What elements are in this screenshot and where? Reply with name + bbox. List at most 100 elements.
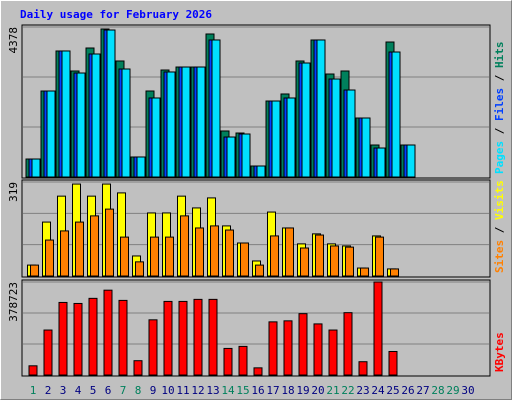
x-tick-label: 27 bbox=[416, 384, 429, 397]
legend-entry: Sites bbox=[493, 240, 506, 273]
bar bbox=[91, 53, 101, 178]
x-tick-label: 14 bbox=[221, 384, 235, 397]
bar bbox=[238, 345, 248, 376]
bar bbox=[46, 90, 56, 178]
bar bbox=[148, 319, 158, 376]
bar bbox=[73, 302, 83, 376]
bar bbox=[31, 158, 41, 178]
bar bbox=[255, 264, 264, 277]
bar bbox=[88, 297, 98, 376]
bar bbox=[105, 208, 114, 277]
legend-entry: Hits bbox=[493, 42, 506, 69]
x-tick-label: 26 bbox=[401, 384, 414, 397]
legend: Pages / Files / Hits bbox=[493, 42, 506, 175]
x-tick-label: 21 bbox=[326, 384, 339, 397]
bar bbox=[406, 144, 416, 178]
bar bbox=[61, 50, 71, 178]
bar bbox=[313, 323, 323, 376]
bar bbox=[256, 165, 266, 178]
x-tick-label: 10 bbox=[161, 384, 174, 397]
x-tick-label: 9 bbox=[150, 384, 157, 397]
bar bbox=[163, 300, 173, 376]
x-tick-label: 11 bbox=[176, 384, 189, 397]
x-tick-label: 22 bbox=[341, 384, 354, 397]
bar bbox=[268, 321, 278, 376]
x-tick-label: 7 bbox=[120, 384, 127, 397]
bar bbox=[270, 235, 279, 277]
bar bbox=[193, 298, 203, 376]
legend: Sites / Visits bbox=[493, 180, 506, 273]
bar bbox=[103, 289, 113, 376]
bar bbox=[165, 236, 174, 277]
bar bbox=[121, 68, 131, 178]
bar bbox=[150, 236, 159, 277]
x-tick-label: 18 bbox=[281, 384, 294, 397]
bar bbox=[271, 100, 281, 178]
bar bbox=[45, 239, 54, 277]
y-tick-label: 378723 bbox=[7, 282, 20, 322]
bar bbox=[301, 62, 311, 178]
bar bbox=[283, 320, 293, 376]
bar bbox=[196, 66, 206, 178]
bar bbox=[136, 156, 146, 178]
x-tick-label: 20 bbox=[311, 384, 324, 397]
bar bbox=[331, 78, 341, 178]
bar bbox=[223, 347, 233, 376]
bar bbox=[226, 136, 236, 178]
bar bbox=[316, 39, 326, 178]
bar bbox=[118, 299, 128, 376]
bar bbox=[43, 329, 53, 376]
bar bbox=[180, 215, 189, 277]
x-tick-label: 6 bbox=[105, 384, 112, 397]
bar bbox=[75, 221, 84, 277]
legend-entry: KBytes bbox=[493, 332, 506, 372]
bar bbox=[373, 281, 383, 376]
bar bbox=[376, 147, 386, 178]
chart-title: Daily usage for February 2026 bbox=[20, 8, 212, 21]
bar bbox=[343, 312, 353, 376]
legend-entry: Pages bbox=[493, 141, 506, 174]
bar bbox=[240, 242, 249, 277]
bar bbox=[241, 133, 251, 178]
bar bbox=[358, 361, 368, 376]
x-tick-label: 5 bbox=[90, 384, 97, 397]
bar bbox=[30, 264, 39, 277]
bar bbox=[300, 247, 309, 277]
bar bbox=[135, 261, 144, 277]
bar bbox=[133, 360, 143, 376]
x-tick-label: 13 bbox=[206, 384, 219, 397]
bar bbox=[346, 89, 356, 178]
bar bbox=[181, 66, 191, 178]
bar bbox=[225, 229, 234, 277]
bar bbox=[391, 51, 401, 178]
x-tick-label: 12 bbox=[191, 384, 204, 397]
legend-separator: / bbox=[493, 121, 506, 141]
legend: KBytes bbox=[493, 332, 506, 372]
y-tick-label: 319 bbox=[7, 182, 20, 202]
bar bbox=[360, 267, 369, 277]
bar bbox=[375, 236, 384, 277]
bar bbox=[208, 298, 218, 376]
bar bbox=[298, 313, 308, 376]
bar bbox=[345, 246, 354, 277]
bar bbox=[76, 72, 86, 178]
x-tick-label: 2 bbox=[45, 384, 52, 397]
x-tick-label: 3 bbox=[60, 384, 67, 397]
bar bbox=[210, 225, 219, 277]
legend-separator: / bbox=[493, 68, 506, 88]
x-tick-label: 4 bbox=[75, 384, 82, 397]
x-tick-label: 15 bbox=[236, 384, 249, 397]
bar bbox=[151, 97, 161, 178]
x-tick-label: 24 bbox=[371, 384, 385, 397]
x-tick-label: 23 bbox=[356, 384, 369, 397]
bar bbox=[328, 329, 338, 376]
y-tick-label: 4378 bbox=[7, 27, 20, 54]
bar bbox=[253, 367, 263, 376]
legend-separator: / bbox=[493, 220, 506, 240]
bar bbox=[330, 245, 339, 277]
bar bbox=[286, 97, 296, 178]
bar bbox=[106, 29, 116, 178]
x-tick-label: 19 bbox=[296, 384, 309, 397]
